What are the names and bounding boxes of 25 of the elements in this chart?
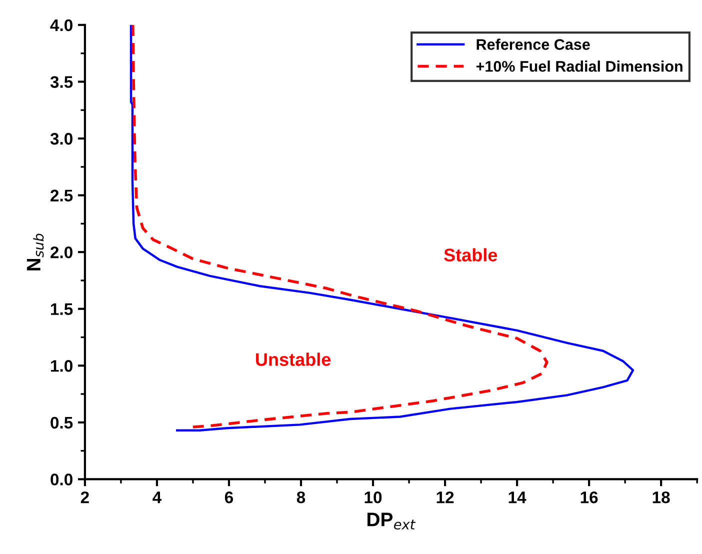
y-tick-label: 3.0 — [50, 132, 72, 145]
legend-label: Reference Case — [476, 38, 590, 50]
y-tick-label: 1.5 — [51, 303, 73, 316]
y-tick-label: 0.0 — [50, 474, 72, 486]
y-tick-label: 3.5 — [50, 76, 73, 88]
x-tick-label: 14 — [508, 492, 526, 504]
x-tick-label: 10 — [364, 491, 382, 504]
x-axis-title: DP$_{ext}$ — [368, 512, 416, 530]
x-tick-label: 8 — [296, 491, 306, 504]
line-series — [131, 24, 548, 428]
x-tick-label: 4 — [152, 492, 162, 504]
x-tick-label: 12 — [436, 491, 454, 504]
annotation: Stable — [444, 248, 498, 262]
x-tick-label: 18 — [652, 491, 670, 504]
y-tick-label: 2.5 — [50, 190, 73, 202]
x-tick-label: 6 — [224, 491, 234, 504]
y-tick-label: 4.0 — [50, 19, 72, 32]
legend-label: +10% Fuel Radial Dimension — [476, 60, 682, 72]
y-tick-label: 0.5 — [50, 416, 73, 429]
x-tick-label: 2 — [80, 491, 89, 504]
annotation: Unstable — [256, 352, 331, 366]
x-tick-label: 16 — [580, 491, 598, 504]
y-axis-title: N$_{sub}$ — [26, 234, 44, 270]
y-tick-label: 2.0 — [50, 246, 72, 258]
y-tick-label: 1.0 — [51, 360, 72, 372]
